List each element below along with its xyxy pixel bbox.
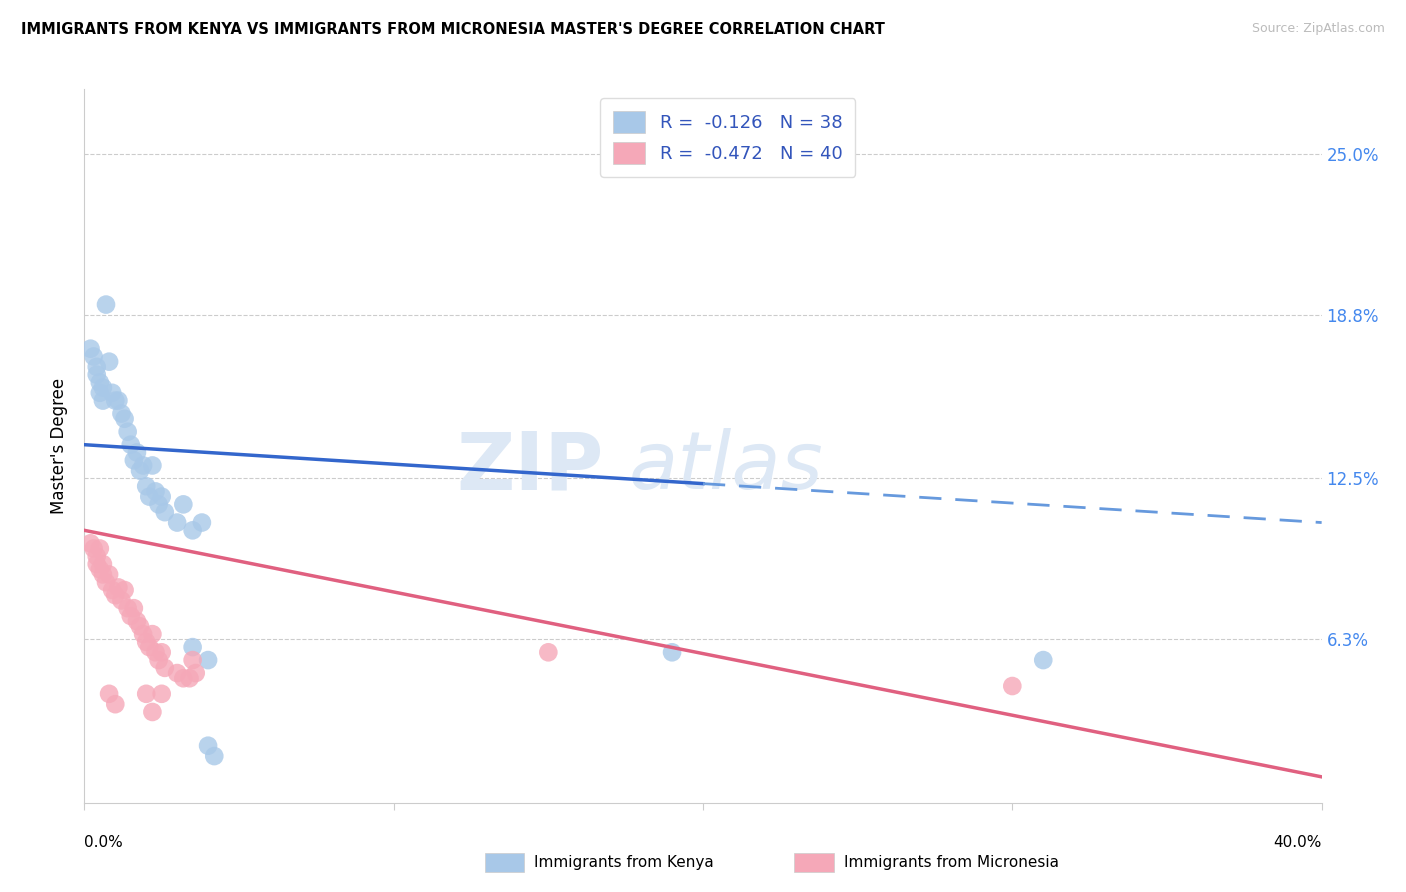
Point	[138, 490, 160, 504]
Point	[1001, 679, 1024, 693]
Point	[98, 687, 121, 701]
Point	[114, 582, 136, 597]
Point	[153, 661, 176, 675]
Point	[91, 393, 114, 408]
Legend: R =  -0.126   N = 38, R =  -0.472   N = 40: R = -0.126 N = 38, R = -0.472 N = 40	[600, 98, 855, 177]
Point	[86, 549, 108, 564]
Point	[98, 567, 121, 582]
Point	[197, 739, 219, 753]
Point	[125, 614, 148, 628]
Point	[120, 609, 142, 624]
Point	[132, 627, 155, 641]
Point	[141, 458, 163, 473]
Text: 0.0%: 0.0%	[84, 836, 124, 850]
Point	[104, 393, 127, 408]
Point	[86, 368, 108, 382]
Point	[179, 671, 201, 685]
Point	[153, 505, 176, 519]
Text: IMMIGRANTS FROM KENYA VS IMMIGRANTS FROM MICRONESIA MASTER'S DEGREE CORRELATION : IMMIGRANTS FROM KENYA VS IMMIGRANTS FROM…	[21, 22, 884, 37]
Point	[181, 640, 204, 654]
Point	[98, 354, 121, 368]
Point	[104, 588, 127, 602]
Point	[91, 567, 114, 582]
Point	[83, 350, 105, 364]
Point	[145, 484, 167, 499]
Point	[166, 516, 188, 530]
Point	[122, 453, 145, 467]
Point	[117, 601, 139, 615]
Point	[110, 593, 132, 607]
Point	[86, 359, 108, 374]
Point	[110, 407, 132, 421]
Point	[191, 516, 214, 530]
Point	[141, 627, 163, 641]
Text: Source: ZipAtlas.com: Source: ZipAtlas.com	[1251, 22, 1385, 36]
Point	[104, 697, 127, 711]
Point	[135, 687, 157, 701]
Point	[150, 645, 173, 659]
Point	[107, 581, 129, 595]
Point	[135, 479, 157, 493]
Point	[89, 376, 111, 390]
Point	[132, 458, 155, 473]
Point	[79, 342, 101, 356]
Text: 40.0%: 40.0%	[1274, 836, 1322, 850]
Point	[94, 575, 117, 590]
Point	[661, 645, 683, 659]
Point	[150, 490, 173, 504]
Point	[135, 635, 157, 649]
Point	[129, 464, 152, 478]
Point	[1032, 653, 1054, 667]
Point	[91, 557, 114, 571]
Point	[148, 497, 170, 511]
Point	[172, 497, 194, 511]
Point	[122, 601, 145, 615]
Point	[89, 562, 111, 576]
Point	[138, 640, 160, 654]
Point	[120, 438, 142, 452]
Text: atlas: atlas	[628, 428, 824, 507]
Point	[79, 536, 101, 550]
Point	[181, 653, 204, 667]
Text: Immigrants from Micronesia: Immigrants from Micronesia	[844, 855, 1059, 870]
Point	[166, 666, 188, 681]
Text: ZIP: ZIP	[457, 428, 605, 507]
Text: Immigrants from Kenya: Immigrants from Kenya	[534, 855, 714, 870]
Point	[114, 411, 136, 425]
Point	[101, 385, 124, 400]
Point	[117, 425, 139, 439]
Point	[202, 749, 225, 764]
Y-axis label: Master's Degree: Master's Degree	[51, 378, 69, 514]
Point	[86, 557, 108, 571]
Point	[91, 381, 114, 395]
Point	[181, 524, 204, 538]
Point	[101, 582, 124, 597]
Point	[83, 541, 105, 556]
Point	[125, 445, 148, 459]
Point	[145, 645, 167, 659]
Point	[197, 653, 219, 667]
Point	[107, 393, 129, 408]
Point	[94, 297, 117, 311]
Point	[148, 653, 170, 667]
Point	[141, 705, 163, 719]
Point	[129, 619, 152, 633]
Point	[89, 541, 111, 556]
Point	[150, 687, 173, 701]
Point	[89, 385, 111, 400]
Point	[184, 666, 207, 681]
Point	[537, 645, 560, 659]
Point	[172, 671, 194, 685]
